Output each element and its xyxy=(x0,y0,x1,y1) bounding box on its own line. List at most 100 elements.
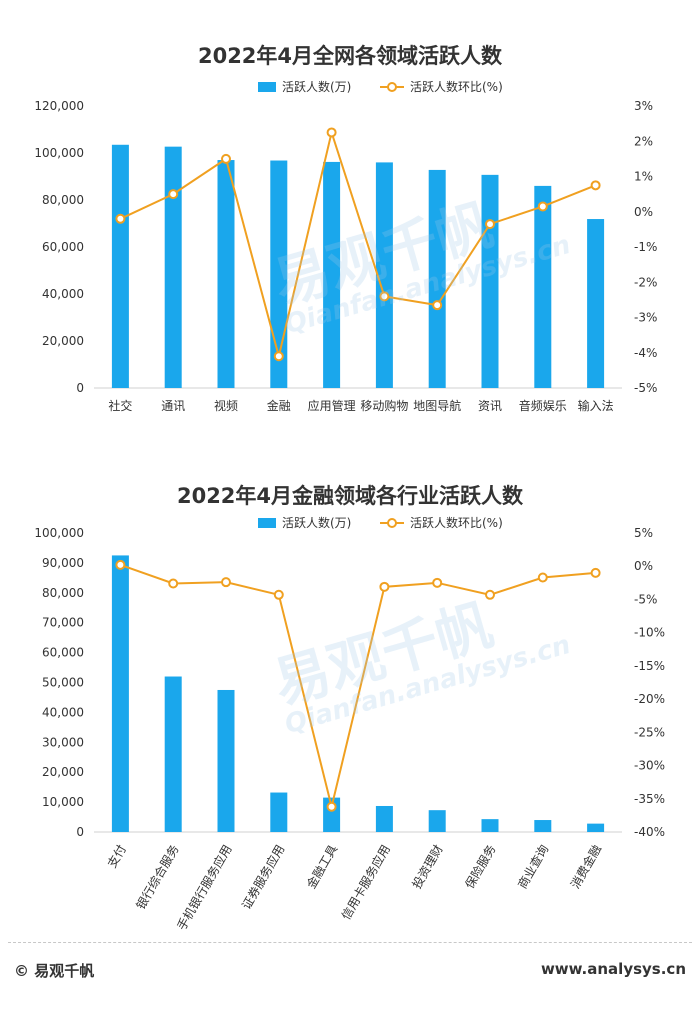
chart1-y2-tick-label: 2% xyxy=(634,134,653,148)
chart1-x-tick-label-0: 社交 xyxy=(108,398,132,413)
chart1-pct-line xyxy=(119,128,596,357)
footer-site-link[interactable]: www.analysys.cn xyxy=(540,960,686,978)
chart2-y-tick-label: 70,000 xyxy=(42,616,84,630)
chart1-x-tick-label-5: 移动购物 xyxy=(360,398,408,413)
chart1-bar-6 xyxy=(428,169,446,388)
chart2-x-tick-label-0: 支付 xyxy=(105,843,129,871)
chart1-y-tick-label: 20,000 xyxy=(42,334,84,348)
chart2-x-tick-label-4: 金融工具 xyxy=(303,842,340,891)
chart1-bar-8 xyxy=(534,185,552,388)
chart1-y-tick-label: 60,000 xyxy=(42,240,84,254)
chart1-bar-2 xyxy=(217,160,235,388)
footer-copyright: © 易观千帆 xyxy=(14,962,95,980)
chart2-legend-line-label: 活跃人数环比(%) xyxy=(410,515,503,530)
chart1-bar-9 xyxy=(587,219,605,388)
chart1-title: 2022年4月全网各领域活跃人数 xyxy=(197,44,503,68)
chart2-x-tick-label-2: 手机银行服务应用 xyxy=(174,842,235,930)
chart2-pct-point-9 xyxy=(590,567,601,578)
chart2-y-tick-label: 80,000 xyxy=(42,586,84,600)
chart2-bar-9 xyxy=(587,823,605,832)
chart2-y-tick-label: 100,000 xyxy=(34,526,84,540)
chart2-x-tick-label-7: 保险服务 xyxy=(462,842,499,891)
chart2-legend-line-marker xyxy=(387,518,397,528)
chart2-pct-point-4 xyxy=(326,801,337,812)
chart2-pct-point-3 xyxy=(273,589,284,600)
chart1-legend: 活跃人数(万) 活跃人数环比(%) xyxy=(258,79,503,94)
chart2-bar-1 xyxy=(164,676,182,832)
chart1-pct-point-3 xyxy=(273,351,284,362)
chart2-y2-tick-label: -15% xyxy=(634,659,665,673)
chart2-y-tick-label: 50,000 xyxy=(42,676,84,690)
chart1-x-tick-label-7: 资讯 xyxy=(478,399,502,413)
chart1-y-tick-label: 120,000 xyxy=(34,99,84,113)
chart1-pct-point-5 xyxy=(379,291,390,302)
chart2-bar-7 xyxy=(481,819,499,832)
chart1-bar-5 xyxy=(375,162,393,388)
chart2-y-tick-label: 20,000 xyxy=(42,765,84,779)
chart1-bar-7 xyxy=(481,174,499,388)
chart2-y2-tick-label: -25% xyxy=(634,725,665,739)
chart1-bar-3 xyxy=(270,160,288,388)
chart1-bar-4 xyxy=(323,161,341,388)
chart2-pct-point-7 xyxy=(485,589,495,600)
chart1-pct-point-2 xyxy=(221,153,231,164)
chart2-legend-bar-label: 活跃人数(万) xyxy=(282,515,351,530)
chart2-legend-bar-swatch xyxy=(258,518,276,528)
chart2-pct-point-2 xyxy=(221,577,231,588)
chart2-bar-8 xyxy=(534,820,552,832)
chart2-y-tick-label: 0 xyxy=(76,825,84,839)
chart2-x-tick-label-1: 银行综合服务 xyxy=(133,842,182,912)
chart2-pct-point-5 xyxy=(379,581,390,592)
chart2-y2-tick-label: -35% xyxy=(634,792,665,806)
chart1-x-tick-label-8: 音频娱乐 xyxy=(519,398,567,413)
chart1-pct-point-6 xyxy=(432,300,443,311)
chart2-x-tick-label-8: 商业查询 xyxy=(514,842,551,891)
chart1-x-tick-label-6: 地图导航 xyxy=(413,398,461,413)
chart1-pct-point-1 xyxy=(168,189,179,200)
chart2-legend: 活跃人数(万) 活跃人数环比(%) xyxy=(258,515,503,530)
chart1-y2-tick-label: -4% xyxy=(634,346,657,360)
footer-divider xyxy=(8,942,692,943)
chart1-pct-point-9 xyxy=(590,180,601,191)
chart2-y2-tick-label: -5% xyxy=(634,592,657,606)
chart1-x-tick-label-3: 金融 xyxy=(267,398,291,413)
chart1-y2-tick-label: 3% xyxy=(634,99,653,113)
chart2-bar-0 xyxy=(111,555,129,832)
chart2-y2-tick-label: -20% xyxy=(634,692,665,706)
chart1-legend-line-marker xyxy=(387,82,397,92)
chart2-bar-6 xyxy=(428,810,446,832)
chart1-legend-bar-label: 活跃人数(万) xyxy=(282,79,351,94)
chart1-legend-bar-swatch xyxy=(258,82,276,92)
chart1-x-tick-label-9: 输入法 xyxy=(578,398,614,413)
chart2-pct-point-1 xyxy=(168,578,179,589)
chart1-y-tick-label: 0 xyxy=(76,381,84,395)
chart2-pct-point-0 xyxy=(115,559,126,570)
chart2-x-tick-label-9: 消费金融 xyxy=(567,842,604,891)
chart2-pct-line xyxy=(120,563,596,807)
chart2-bar-2 xyxy=(217,689,235,832)
chart1-pct-point-8 xyxy=(537,201,548,212)
chart2-y-tick-label: 40,000 xyxy=(42,705,84,719)
chart1-legend-line-label: 活跃人数环比(%) xyxy=(410,79,503,94)
chart1-x-tick-label-4: 应用管理 xyxy=(308,398,356,413)
chart1-y2-tick-label: -3% xyxy=(634,311,657,325)
chart2-x-tick-label-5: 信用卡服务应用 xyxy=(338,842,393,922)
chart1-y-tick-label: 40,000 xyxy=(42,287,84,301)
chart2-x-tick-label-6: 投资理财 xyxy=(409,842,446,891)
chart2-y2-tick-label: -30% xyxy=(634,759,665,773)
chart1-y2-tick-label: -5% xyxy=(634,381,657,395)
chart2-y2-tick-label: -10% xyxy=(634,626,665,640)
chart1-x-tick-label-2: 视频 xyxy=(214,398,238,413)
chart1-y2-tick-label: -2% xyxy=(634,275,657,289)
chart1-y-tick-label: 80,000 xyxy=(42,193,84,207)
chart1-pct-point-7 xyxy=(485,219,495,230)
chart1-svg: 活跃人数(万) 活跃人数环比(%) 0 20,000 40,000 60,000 80,00… xyxy=(34,79,657,413)
chart2-y-tick-label: 90,000 xyxy=(42,556,84,570)
chart1-pct-point-4 xyxy=(326,127,337,138)
chart1-y-tick-label: 100,000 xyxy=(34,146,84,160)
chart1-y2-tick-label: -1% xyxy=(634,240,657,254)
chart2-y2-tick-label: 5% xyxy=(634,526,653,540)
chart1-bar-1 xyxy=(164,146,182,388)
chart2-y2-tick-label: -40% xyxy=(634,825,665,839)
chart2-y-tick-label: 30,000 xyxy=(42,735,84,749)
